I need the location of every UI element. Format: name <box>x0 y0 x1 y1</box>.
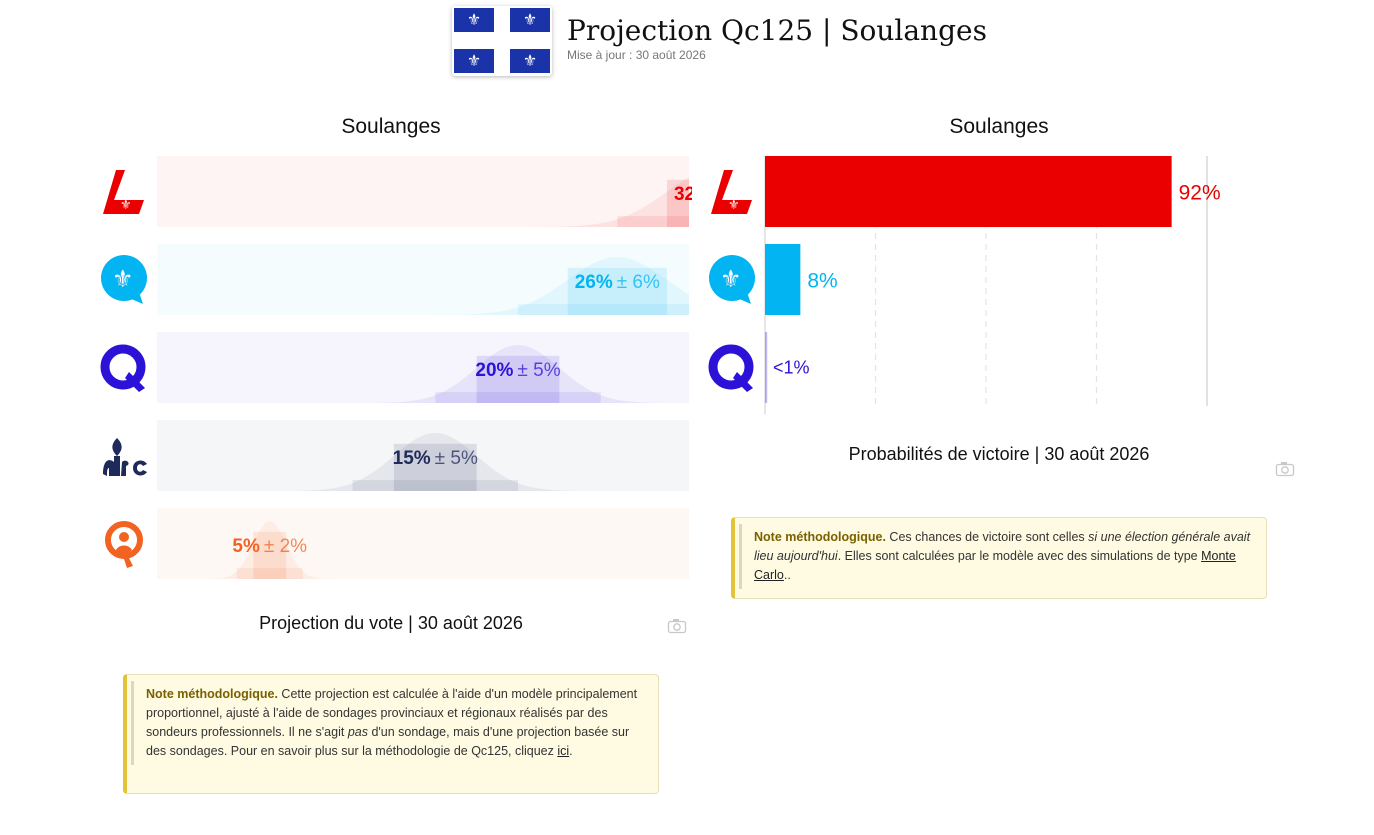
row-background <box>157 244 689 315</box>
pq-logo: ⚜ <box>707 254 759 306</box>
vote-moe: ± 5% <box>435 448 478 469</box>
vote-chart-caption: Projection du vote | 30 août 2026 <box>259 613 523 633</box>
vote-percent: 15% <box>393 448 431 469</box>
note-text: .. <box>783 568 791 582</box>
note-text: Cette projection est calculée à l'aide d… <box>146 687 638 739</box>
caq-logo <box>707 342 759 394</box>
win-bar <box>765 332 768 403</box>
win-bar <box>765 244 801 315</box>
vote-percent: 26% <box>575 272 613 293</box>
svg-text:⚜: ⚜ <box>120 197 132 212</box>
distribution-curve <box>418 257 689 315</box>
note-text: d'un sondage, mais d'une projection basé… <box>146 725 630 758</box>
vote-value-label: 20% ± 5% <box>475 360 560 381</box>
interval-95 <box>518 304 689 315</box>
row-distribution <box>203 521 336 579</box>
row-background <box>157 508 689 579</box>
row-background <box>157 332 689 403</box>
distribution-curve <box>518 177 689 227</box>
pq-logo: ⚜ <box>99 254 151 306</box>
interval-95 <box>352 480 518 491</box>
interval-95 <box>236 568 303 579</box>
vote-percent: 5% <box>232 536 260 557</box>
vote-projection-chart: 32%± 6%26%± 6%20%± 5%15%± 5%5%± 2%CAQ40,… <box>157 156 692 579</box>
distribution-curve <box>352 345 684 403</box>
note-emphasis: si une élection générale avait lieu aujo… <box>754 530 1251 563</box>
vote-value-label: 26% ± 6% <box>575 272 660 293</box>
note-emphasis: pas <box>347 725 368 739</box>
distribution-curve <box>269 433 601 491</box>
vote-value-label: 15% ± 5% <box>393 448 478 469</box>
row-background <box>157 156 689 227</box>
note-text: . Elles sont calculées par le modèle ave… <box>837 549 1202 563</box>
vote-moe: ± 5% <box>517 360 560 381</box>
interval-95 <box>435 392 601 403</box>
vote-moe: ± 2% <box>264 536 307 557</box>
interval-68 <box>253 531 287 579</box>
interval-68 <box>666 179 689 227</box>
win-value-label: 8% <box>807 270 837 293</box>
caq-logo <box>99 342 151 394</box>
camera-icon[interactable] <box>667 618 687 634</box>
quebec-flag: ⚜ ⚜ ⚜ ⚜ <box>452 6 552 76</box>
row-distribution <box>269 433 601 491</box>
row-background <box>157 420 689 491</box>
vote-chart-title: Soulanges <box>341 115 441 138</box>
plq-logo: ⚜ <box>99 166 151 218</box>
win-methodology-note: Note méthodologique. Ces chances de vict… <box>731 517 1267 599</box>
svg-text:⚜: ⚜ <box>728 197 740 212</box>
qs-logo <box>99 518 151 570</box>
vote-moe: ± 6% <box>617 272 660 293</box>
note-text: Ces chances de victoire sont celles <box>885 530 1089 544</box>
distribution-curve <box>203 521 336 579</box>
win-probability-chart: 92%8%<1%50%100% <box>764 156 1221 414</box>
monte-carlo-link[interactable]: Monte Carlo <box>754 549 1236 582</box>
win-value-label: 92% <box>1179 182 1221 205</box>
vote-percent: 20% <box>475 360 513 381</box>
win-chart-caption: Probabilités de victoire | 30 août 2026 <box>848 444 1150 464</box>
svg-text:⚜: ⚜ <box>112 266 134 293</box>
page-title: Projection Qc125 | Soulanges <box>567 14 987 47</box>
vote-value-label: 5% ± 2% <box>232 536 307 557</box>
note-title: Note méthodologique. <box>146 687 278 701</box>
win-bar <box>765 156 1172 227</box>
vote-methodology-note: Note méthodologique. Cette projection es… <box>123 674 659 794</box>
interval-68 <box>567 267 667 315</box>
methodology-link[interactable]: ici <box>557 744 570 758</box>
svg-text:⚜: ⚜ <box>720 266 742 293</box>
vote-percent: 32% <box>674 184 692 205</box>
note-text: . <box>569 744 573 758</box>
pcq-logo <box>99 430 151 482</box>
update-date: Mise à jour : 30 août 2026 <box>567 48 706 62</box>
row-distribution <box>418 257 689 315</box>
note-title: Note méthodologique. <box>754 530 886 544</box>
row-distribution <box>352 345 684 403</box>
interval-95 <box>617 216 689 227</box>
vote-value-label: 32%± 6% <box>674 184 692 205</box>
win-value-label: <1% <box>773 358 810 378</box>
plq-logo: ⚜ <box>707 166 759 218</box>
camera-icon[interactable] <box>1275 461 1295 477</box>
win-chart-title: Soulanges <box>949 115 1049 138</box>
row-distribution <box>518 177 689 227</box>
interval-68 <box>393 443 477 491</box>
interval-68 <box>476 355 560 403</box>
